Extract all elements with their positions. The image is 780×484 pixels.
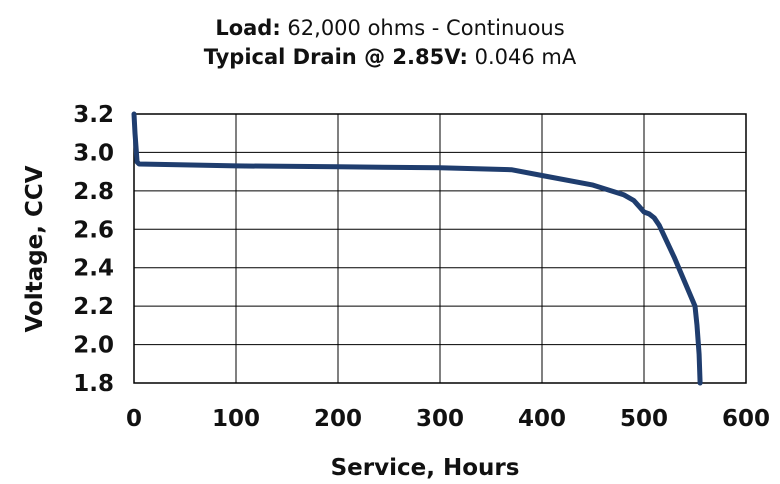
y-tick-label: 3.0	[73, 140, 114, 166]
x-tick-label: 300	[416, 406, 464, 432]
x-tick-label: 200	[314, 406, 362, 432]
x-tick-label: 100	[212, 406, 260, 432]
x-tick-label: 400	[518, 406, 566, 432]
voltage-curve-line	[131, 111, 703, 386]
y-tick-label: 3.2	[73, 102, 114, 128]
x-tick-label: 500	[620, 406, 668, 432]
y-axis-label: Voltage, CCV	[22, 165, 48, 332]
y-tick-label: 2.0	[73, 333, 114, 359]
title-line-1: Load: 62,000 ohms - Continuous	[0, 14, 780, 43]
grid-lines	[133, 113, 747, 384]
title-line-2-label: Typical Drain @ 2.85V:	[203, 45, 468, 69]
y-tick-label: 2.2	[73, 294, 114, 320]
y-tick-label: 2.6	[73, 217, 114, 243]
x-tick-label: 600	[722, 406, 770, 432]
x-tick-labels: 0 100 200 300 400 500 600	[126, 406, 770, 432]
title-line-2-value: 0.046 mA	[474, 45, 577, 69]
chart-title: Load: 62,000 ohms - Continuous Typical D…	[0, 14, 780, 72]
title-line-2: Typical Drain @ 2.85V: 0.046 mA	[0, 43, 780, 72]
title-line-1-value: 62,000 ohms - Continuous	[287, 16, 565, 40]
x-tick-label: 0	[126, 406, 142, 432]
plot-frame	[133, 113, 747, 384]
x-axis-label: Service, Hours	[331, 455, 520, 481]
y-tick-label: 2.4	[73, 256, 114, 282]
y-tick-label: 2.8	[73, 179, 114, 205]
title-line-1-label: Load:	[215, 16, 281, 40]
y-tick-labels: 3.2 3.0 2.8 2.6 2.4 2.2 2.0 1.8	[73, 102, 114, 397]
y-tick-label: 1.8	[73, 371, 114, 397]
